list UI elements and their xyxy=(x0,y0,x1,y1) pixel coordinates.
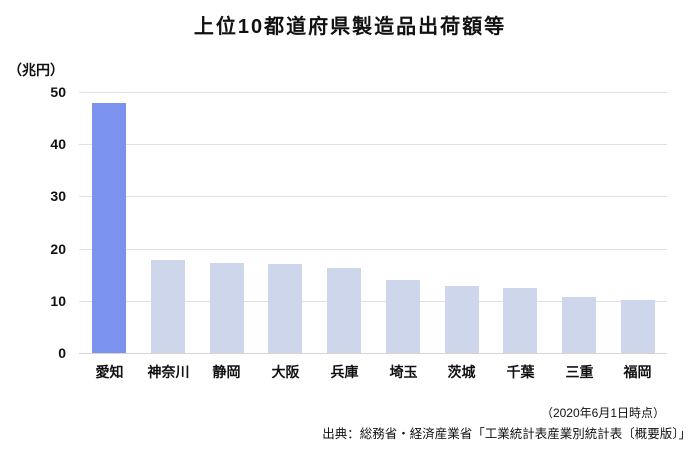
chart-title: 上位10都道府県製造品出荷額等 xyxy=(193,16,507,38)
footer-date-note: （2020年6月1日時点） xyxy=(540,406,665,420)
bar-2 xyxy=(151,260,185,353)
x-axis-category-label-2: 神奈川 xyxy=(147,364,190,380)
bar-1 xyxy=(92,103,126,353)
y-axis-tick-label-20: 20 xyxy=(50,241,66,257)
bar-10 xyxy=(621,300,655,353)
gridline-10 xyxy=(79,301,667,302)
y-axis-tick-label-0: 0 xyxy=(58,345,66,361)
gridline-30 xyxy=(79,196,667,197)
x-axis-category-label-6: 埼玉 xyxy=(389,364,418,380)
x-axis-category-label-4: 大阪 xyxy=(271,364,300,380)
bar-7 xyxy=(445,286,479,353)
x-axis-category-label-7: 茨城 xyxy=(447,364,476,380)
footer-source-note: 出典：総務省・経済産業省「工業統計表産業別統計表〔概要版〕」 xyxy=(322,427,691,441)
x-axis-category-label-10: 福岡 xyxy=(623,364,652,380)
x-axis-category-label-3: 静岡 xyxy=(212,364,241,380)
x-axis-category-label-5: 兵庫 xyxy=(330,364,359,380)
x-axis-category-label-1: 愛知 xyxy=(95,364,124,380)
bar-5 xyxy=(327,268,361,353)
bar-3 xyxy=(210,263,244,353)
gridline-40 xyxy=(79,144,667,145)
x-axis-category-label-8: 千葉 xyxy=(506,364,535,380)
bar-6 xyxy=(386,280,420,353)
y-axis-tick-label-40: 40 xyxy=(50,136,66,152)
y-axis-tick-label-10: 10 xyxy=(50,293,66,309)
gridline-50 xyxy=(79,92,667,93)
y-axis-tick-label-30: 30 xyxy=(50,188,66,204)
y-axis-unit-label: （兆円） xyxy=(8,62,64,78)
gridline-0 xyxy=(79,353,667,354)
bar-9 xyxy=(562,297,596,353)
bar-8 xyxy=(503,288,537,353)
y-axis-tick-label-50: 50 xyxy=(50,84,66,100)
x-axis-category-label-9: 三重 xyxy=(565,364,594,380)
bar-4 xyxy=(268,264,302,353)
gridline-20 xyxy=(79,249,667,250)
